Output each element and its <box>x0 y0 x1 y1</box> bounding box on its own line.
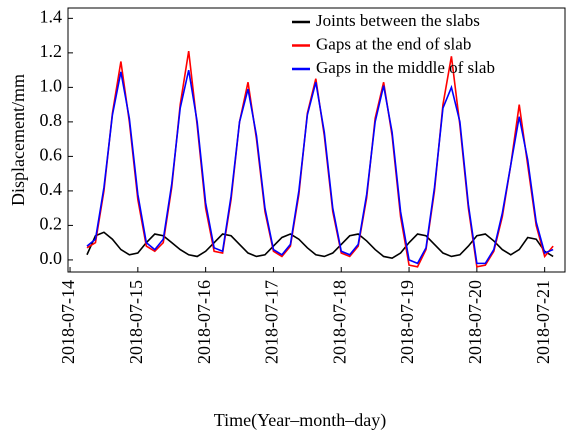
legend-label: Gaps in the middle of slab <box>316 58 495 77</box>
y-tick-label: 1.0 <box>40 75 63 95</box>
y-tick-label: 0.6 <box>40 145 63 165</box>
series-line <box>86 69 554 265</box>
x-tick-label: 2018-07-21 <box>533 280 553 364</box>
y-tick-label: 0.8 <box>40 110 63 130</box>
y-axis-label: Displacement/mm <box>8 74 28 206</box>
x-tick-label: 2018-07-16 <box>194 280 214 364</box>
x-tick-label: 2018-07-20 <box>465 280 485 364</box>
series-line <box>86 231 554 260</box>
x-tick-label: 2018-07-19 <box>397 280 417 364</box>
plot-frame <box>67 7 566 273</box>
y-tick-label: 1.2 <box>40 41 63 61</box>
legend-label: Joints between the slabs <box>316 11 480 30</box>
x-tick-label: 2018-07-14 <box>58 280 78 364</box>
x-tick-label: 2018-07-17 <box>262 280 282 364</box>
y-tick-label: 0.0 <box>40 248 63 268</box>
y-tick-label: 0.4 <box>40 179 63 199</box>
y-tick-label: 0.2 <box>40 214 63 234</box>
y-tick-label: 1.4 <box>40 6 63 26</box>
x-tick-label: 2018-07-15 <box>126 280 146 364</box>
legend-label: Gaps at the end of slab <box>316 34 471 53</box>
x-axis-label: Time(Year–month–day) <box>214 410 387 431</box>
x-tick-label: 2018-07-18 <box>329 280 349 364</box>
legend: Joints between the slabs Gaps at the end … <box>292 11 495 77</box>
